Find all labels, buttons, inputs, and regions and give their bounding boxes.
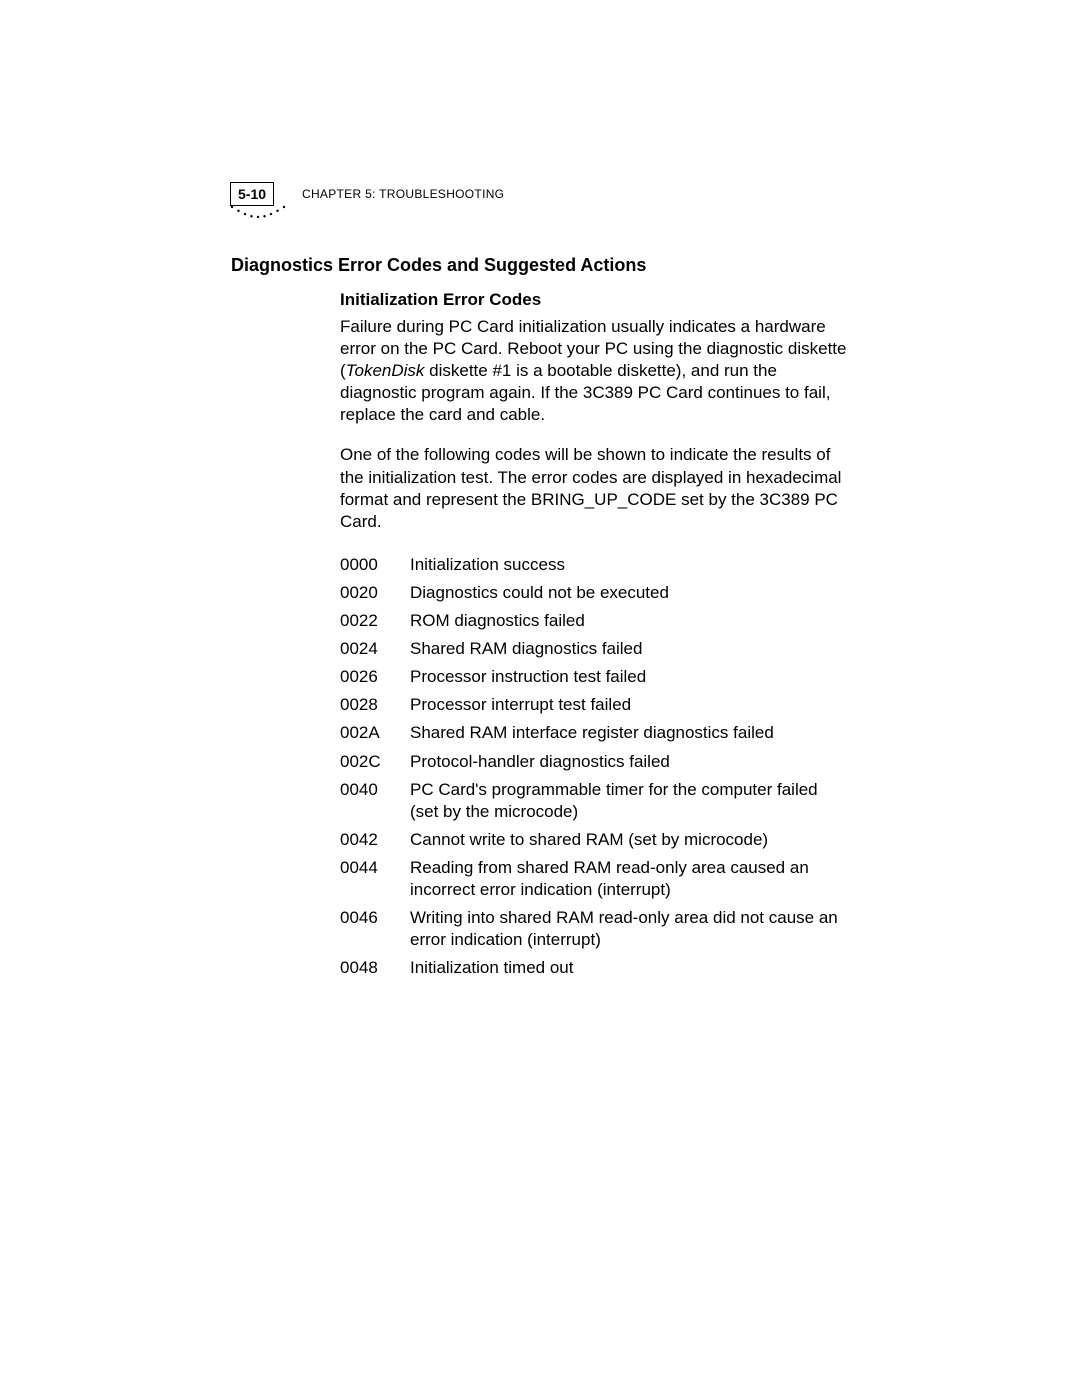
- chapter-label: CHAPTER 5: TROUBLESHOOTING: [302, 187, 504, 201]
- error-description: Diagnostics could not be executed: [410, 579, 850, 607]
- table-row: 0046Writing into shared RAM read-only ar…: [340, 904, 850, 954]
- table-row: 002AShared RAM interface register diagno…: [340, 719, 850, 747]
- chapter-text-3: 5: T: [361, 187, 386, 201]
- error-code: 0040: [340, 776, 410, 826]
- chapter-text-2: HAPTER: [311, 187, 361, 201]
- table-row: 0028Processor interrupt test failed: [340, 691, 850, 719]
- table-row: 0024Shared RAM diagnostics failed: [340, 635, 850, 663]
- chapter-text-4: ROUBLESHOOTING: [387, 187, 505, 201]
- paragraph-2: One of the following codes will be shown…: [340, 444, 850, 532]
- error-code: 0026: [340, 663, 410, 691]
- error-code: 0046: [340, 904, 410, 954]
- table-row: 0020Diagnostics could not be executed: [340, 579, 850, 607]
- sub-heading: Initialization Error Codes: [340, 290, 850, 310]
- error-description: Writing into shared RAM read-only area d…: [410, 904, 850, 954]
- error-code: 002A: [340, 719, 410, 747]
- main-heading: Diagnostics Error Codes and Suggested Ac…: [231, 255, 646, 276]
- error-description: Initialization timed out: [410, 954, 850, 982]
- error-code: 0044: [340, 854, 410, 904]
- error-code: 0028: [340, 691, 410, 719]
- error-description: ROM diagnostics failed: [410, 607, 850, 635]
- error-code: 0022: [340, 607, 410, 635]
- error-description: Initialization success: [410, 551, 850, 579]
- para1-italic: TokenDisk: [346, 361, 425, 380]
- page: 5-10 CHAPTER 5: TROUBLESHOOTING Diagnost…: [0, 0, 1080, 1397]
- error-description: Shared RAM interface register diagnostic…: [410, 719, 850, 747]
- error-code: 0042: [340, 826, 410, 854]
- error-description: PC Card's programmable timer for the com…: [410, 776, 850, 826]
- error-description: Cannot write to shared RAM (set by micro…: [410, 826, 850, 854]
- table-row: 0040PC Card's programmable timer for the…: [340, 776, 850, 826]
- error-code: 002C: [340, 748, 410, 776]
- error-description: Shared RAM diagnostics failed: [410, 635, 850, 663]
- table-row: 002CProtocol-handler diagnostics failed: [340, 748, 850, 776]
- error-description: Reading from shared RAM read-only area c…: [410, 854, 850, 904]
- error-code: 0048: [340, 954, 410, 982]
- error-description: Processor interrupt test failed: [410, 691, 850, 719]
- chapter-text-1: C: [302, 187, 311, 201]
- error-code-table: 0000Initialization success0020Diagnostic…: [340, 551, 850, 983]
- table-row: 0042Cannot write to shared RAM (set by m…: [340, 826, 850, 854]
- page-number: 5-10: [230, 182, 274, 206]
- error-description: Protocol-handler diagnostics failed: [410, 748, 850, 776]
- table-row: 0048Initialization timed out: [340, 954, 850, 982]
- table-row: 0026Processor instruction test failed: [340, 663, 850, 691]
- error-code: 0020: [340, 579, 410, 607]
- content-column: Initialization Error Codes Failure durin…: [340, 290, 850, 982]
- table-row: 0044Reading from shared RAM read-only ar…: [340, 854, 850, 904]
- paragraph-1: Failure during PC Card initialization us…: [340, 316, 850, 426]
- table-row: 0000Initialization success: [340, 551, 850, 579]
- dots-icon: [230, 204, 286, 218]
- error-code: 0000: [340, 551, 410, 579]
- error-code: 0024: [340, 635, 410, 663]
- error-description: Processor instruction test failed: [410, 663, 850, 691]
- table-row: 0022ROM diagnostics failed: [340, 607, 850, 635]
